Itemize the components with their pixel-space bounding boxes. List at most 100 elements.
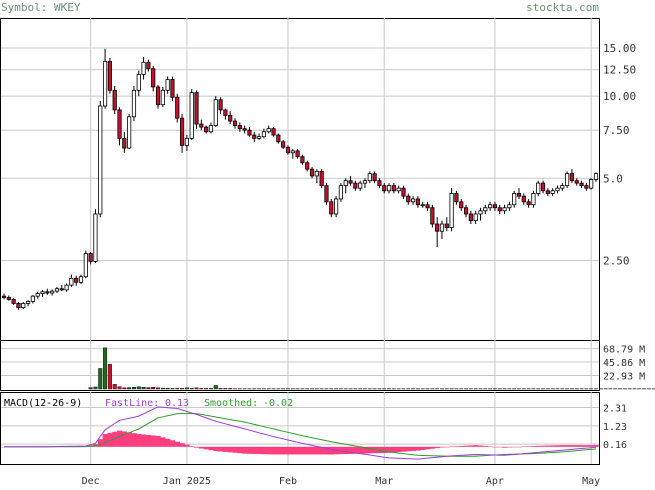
smoothed-label: Smoothed:: [204, 398, 258, 409]
price-tick-label: 7.50: [603, 124, 630, 137]
macd-title: MACD(12-26-9): [4, 398, 82, 409]
macd-histogram-bar: [464, 446, 469, 447]
volume-bar: [204, 388, 208, 389]
macd-histogram-bar: [329, 447, 334, 455]
candle-body: [570, 174, 573, 181]
macd-histogram-bar: [594, 445, 599, 447]
candle-body: [474, 214, 477, 221]
macd-histogram-bar: [497, 447, 502, 448]
candle-body: [306, 163, 309, 169]
macd-histogram-bar: [199, 447, 204, 449]
macd-histogram-bar: [444, 447, 449, 448]
macd-histogram-bar: [430, 447, 435, 449]
macd-histogram-bar: [295, 447, 300, 455]
candle-body: [368, 174, 371, 181]
volume-bar: [175, 388, 179, 389]
macd-histogram-bar: [204, 447, 209, 450]
candle-body: [546, 191, 549, 194]
candle-body: [354, 183, 357, 188]
candle-body: [493, 205, 496, 208]
candle-body: [383, 186, 386, 191]
price-tick-label: 12.50: [603, 64, 636, 77]
candle-body: [594, 174, 597, 180]
macd-histogram-bar: [314, 447, 319, 455]
x-tick-label: May: [582, 476, 600, 486]
candle-body: [522, 196, 525, 202]
candle-body: [387, 186, 390, 191]
candle-body: [416, 199, 419, 205]
volume-bar: [171, 388, 175, 389]
smoothed-value: -0.02: [263, 398, 293, 409]
candle-body: [65, 285, 68, 290]
macd-histogram-bar: [132, 433, 137, 447]
candle-body: [580, 183, 583, 185]
volume-bar: [123, 388, 127, 389]
candle-body: [50, 291, 53, 293]
candle-body: [551, 191, 554, 194]
candle-body: [363, 181, 366, 183]
candle-body: [238, 126, 241, 129]
volume-bar: [161, 388, 165, 389]
volume-bar: [98, 368, 102, 389]
macd-histogram-bar: [305, 447, 310, 455]
candle-body: [330, 202, 333, 214]
candle-body: [118, 110, 121, 138]
macd-histogram-bar: [98, 439, 103, 447]
candle-body: [517, 193, 520, 196]
volume-bar: [137, 387, 141, 389]
candle-body: [378, 181, 381, 186]
volume-bar: [185, 388, 189, 389]
candle-body: [89, 254, 92, 262]
macd-histogram-bar: [127, 432, 132, 446]
candle-body: [253, 135, 256, 138]
volume-bar: [228, 388, 232, 389]
macd-histogram-bar: [512, 447, 517, 448]
macd-histogram-bar: [194, 447, 199, 448]
volume-bar: [89, 388, 93, 389]
macd-histogram-bar: [257, 447, 262, 454]
macd-histogram-bar: [300, 447, 305, 455]
candle-body: [407, 196, 410, 202]
candle-body: [26, 301, 29, 303]
volume-bar: [156, 388, 160, 389]
macd-histogram-bar: [233, 447, 238, 453]
macd-histogram-bar: [541, 446, 546, 447]
candle-body: [590, 179, 593, 188]
candle-body: [556, 188, 559, 191]
candle-body: [108, 61, 111, 90]
macd-histogram-bar: [435, 447, 440, 448]
candle-body: [503, 208, 506, 211]
candle-body: [156, 87, 159, 105]
candle-body: [334, 199, 337, 214]
macd-histogram-bar: [521, 447, 526, 448]
macd-histogram-bar: [483, 446, 488, 447]
candle-body: [22, 303, 25, 307]
candle-body: [17, 303, 20, 307]
candle-body: [41, 292, 44, 294]
macd-histogram-bar: [589, 445, 594, 447]
candle-body: [286, 147, 289, 153]
volume-bar: [147, 388, 151, 389]
candle-body: [450, 193, 453, 227]
candle-body: [445, 224, 448, 228]
macd-histogram-bar: [507, 447, 512, 448]
macd-histogram-bar: [117, 431, 122, 447]
candle-body: [498, 208, 501, 211]
candle-body: [224, 110, 227, 115]
candle-body: [541, 183, 544, 191]
candle-body: [435, 224, 438, 231]
macd-histogram-bar: [281, 447, 286, 455]
candle-body: [204, 127, 207, 132]
macd-histogram-bar: [209, 447, 214, 450]
candle-body: [296, 151, 299, 157]
candle-body: [512, 193, 515, 204]
candle-body: [310, 169, 313, 176]
volume-bar: [180, 388, 184, 389]
candle-body: [281, 142, 284, 147]
volume-bar: [132, 387, 136, 389]
candle-body: [209, 126, 212, 132]
macd-histogram-bar: [411, 447, 416, 451]
candle-body: [464, 208, 467, 214]
candle-body: [358, 183, 361, 188]
